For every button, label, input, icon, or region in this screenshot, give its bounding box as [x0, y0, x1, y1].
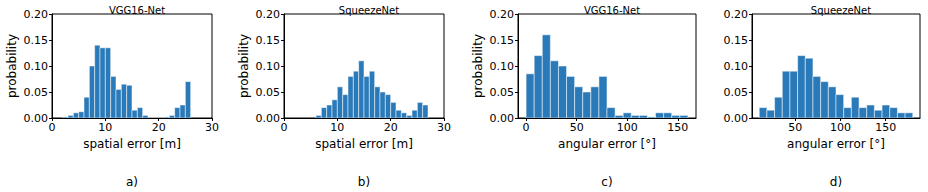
svg-text:0.10: 0.10 — [724, 60, 749, 73]
svg-text:c): c) — [601, 175, 612, 189]
svg-text:0.00: 0.00 — [490, 112, 515, 125]
svg-text:b): b) — [358, 175, 370, 189]
svg-text:0.15: 0.15 — [724, 34, 749, 47]
svg-text:100: 100 — [830, 121, 851, 134]
svg-text:0.10: 0.10 — [490, 60, 515, 73]
svg-text:probability: probability — [237, 34, 251, 98]
svg-text:150: 150 — [875, 121, 896, 134]
svg-text:angular error [°]: angular error [°] — [558, 137, 656, 151]
svg-text:0.20: 0.20 — [24, 8, 49, 21]
svg-text:0.05: 0.05 — [490, 86, 515, 99]
svg-text:30: 30 — [437, 121, 451, 134]
svg-text:0.05: 0.05 — [256, 86, 281, 99]
svg-text:0.00: 0.00 — [256, 112, 281, 125]
svg-text:0.15: 0.15 — [490, 34, 515, 47]
svg-text:0: 0 — [49, 121, 56, 134]
svg-text:a): a) — [126, 175, 138, 189]
svg-text:20: 20 — [152, 121, 166, 134]
svg-text:0.10: 0.10 — [24, 60, 49, 73]
svg-text:0.00: 0.00 — [724, 112, 749, 125]
svg-text:50: 50 — [570, 121, 584, 134]
svg-text:150: 150 — [667, 121, 688, 134]
svg-text:spatial error [m]: spatial error [m] — [83, 137, 181, 151]
svg-text:30: 30 — [205, 121, 219, 134]
svg-text:0.00: 0.00 — [24, 112, 49, 125]
svg-text:0.20: 0.20 — [256, 8, 281, 21]
svg-text:0.20: 0.20 — [724, 8, 749, 21]
svg-text:VGG16-Net: VGG16-Net — [584, 5, 640, 16]
svg-text:0.15: 0.15 — [256, 34, 281, 47]
svg-text:10: 10 — [98, 121, 112, 134]
svg-text:0: 0 — [523, 121, 530, 134]
svg-text:0: 0 — [281, 121, 288, 134]
svg-text:50: 50 — [788, 121, 802, 134]
svg-text:spatial error [m]: spatial error [m] — [315, 137, 413, 151]
svg-text:angular error [°]: angular error [°] — [787, 137, 885, 151]
svg-text:0.20: 0.20 — [490, 8, 515, 21]
svg-text:0.10: 0.10 — [256, 60, 281, 73]
svg-text:SqueezeNet: SqueezeNet — [811, 5, 871, 16]
svg-text:0.05: 0.05 — [24, 86, 49, 99]
svg-text:0.15: 0.15 — [24, 34, 49, 47]
svg-text:d): d) — [830, 175, 842, 189]
svg-text:SqueezeNet: SqueezeNet — [339, 5, 399, 16]
svg-text:VGG16-Net: VGG16-Net — [109, 5, 165, 16]
svg-text:probability: probability — [471, 34, 485, 98]
svg-text:0.05: 0.05 — [724, 86, 749, 99]
svg-text:100: 100 — [617, 121, 638, 134]
svg-text:20: 20 — [384, 121, 398, 134]
svg-text:probability: probability — [5, 34, 19, 98]
svg-text:10: 10 — [330, 121, 344, 134]
